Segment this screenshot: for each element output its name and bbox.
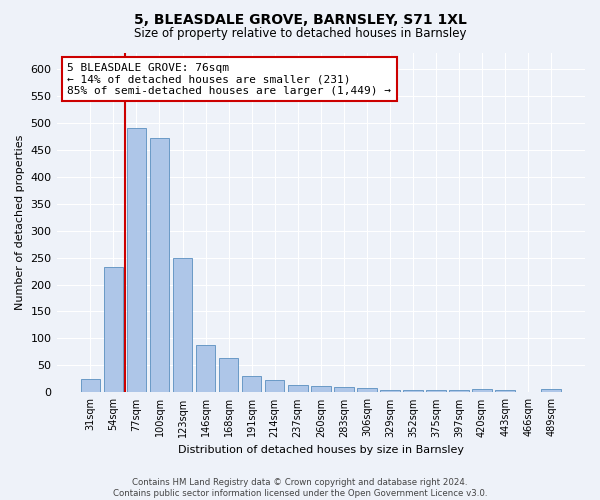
X-axis label: Distribution of detached houses by size in Barnsley: Distribution of detached houses by size … [178, 445, 464, 455]
Bar [472, 388, 492, 392]
Bar [426, 390, 446, 392]
Text: 5 BLEASDALE GROVE: 76sqm
← 14% of detached houses are smaller (231)
85% of semi-: 5 BLEASDALE GROVE: 76sqm ← 14% of detach… [67, 62, 391, 96]
Bar [242, 376, 262, 392]
Bar [380, 390, 400, 392]
Bar [288, 385, 308, 392]
Bar [496, 390, 515, 392]
Bar [265, 380, 284, 392]
Text: Contains HM Land Registry data © Crown copyright and database right 2024.
Contai: Contains HM Land Registry data © Crown c… [113, 478, 487, 498]
Bar [311, 386, 331, 392]
Text: Size of property relative to detached houses in Barnsley: Size of property relative to detached ho… [134, 28, 466, 40]
Bar [357, 388, 377, 392]
Bar [149, 138, 169, 392]
Y-axis label: Number of detached properties: Number of detached properties [15, 135, 25, 310]
Bar [173, 258, 193, 392]
Bar [541, 389, 561, 392]
Bar [403, 390, 423, 392]
Bar [334, 387, 353, 392]
Bar [80, 379, 100, 392]
Bar [196, 345, 215, 393]
Bar [219, 358, 238, 392]
Bar [127, 128, 146, 392]
Bar [449, 390, 469, 392]
Bar [104, 267, 123, 392]
Text: 5, BLEASDALE GROVE, BARNSLEY, S71 1XL: 5, BLEASDALE GROVE, BARNSLEY, S71 1XL [134, 12, 466, 26]
